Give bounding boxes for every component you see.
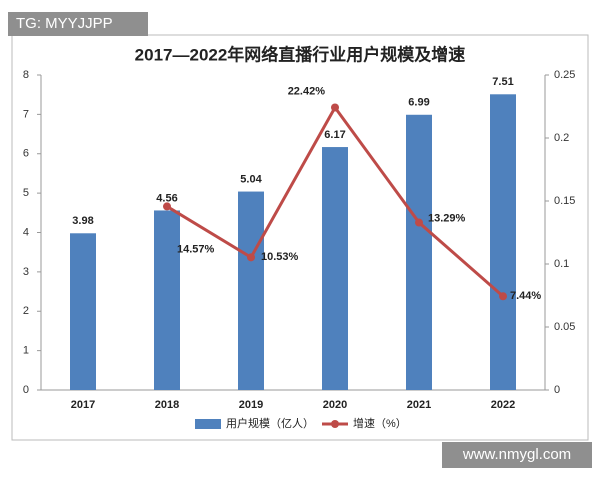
y-tick-label: 3 bbox=[23, 266, 29, 278]
legend-label: 增速（%） bbox=[353, 416, 407, 430]
x-tick-label: 2018 bbox=[155, 399, 179, 411]
x-tick-label: 2021 bbox=[407, 399, 431, 411]
line-marker bbox=[247, 253, 255, 262]
bar bbox=[238, 191, 264, 390]
y2-tick-label: 0.25 bbox=[554, 69, 575, 81]
line-value-label: 13.29% bbox=[428, 212, 466, 224]
x-tick-label: 2020 bbox=[323, 399, 347, 411]
y-tick-label: 6 bbox=[23, 148, 29, 160]
bar bbox=[154, 210, 180, 390]
line-value-label: 14.57% bbox=[177, 243, 215, 255]
line-marker bbox=[163, 202, 171, 211]
y-tick-label: 1 bbox=[23, 345, 29, 357]
watermark: TG: MYYJJPP bbox=[16, 15, 113, 32]
x-tick-label: 2019 bbox=[239, 399, 263, 411]
y2-tick-label: 0 bbox=[554, 384, 560, 396]
y-tick-label: 0 bbox=[23, 384, 29, 396]
bar-value-label: 6.17 bbox=[324, 129, 345, 141]
watermark-box bbox=[8, 12, 148, 36]
line-marker bbox=[331, 103, 339, 112]
y2-tick-label: 0.1 bbox=[554, 258, 569, 270]
line-marker bbox=[415, 218, 423, 227]
legend-swatch bbox=[195, 419, 221, 429]
bar bbox=[322, 147, 348, 390]
y2-tick-label: 0.05 bbox=[554, 321, 575, 333]
legend-label: 用户规模（亿人） bbox=[226, 416, 314, 430]
chart-title: 2017—2022年网络直播行业用户规模及增速 bbox=[135, 44, 466, 64]
bar-value-label: 6.99 bbox=[408, 97, 429, 109]
line-marker bbox=[499, 292, 507, 301]
y-tick-label: 2 bbox=[23, 305, 29, 317]
watermark: www.nmygl.com bbox=[462, 446, 571, 463]
bar bbox=[406, 114, 432, 391]
y2-tick-label: 0.2 bbox=[554, 132, 569, 144]
line-value-label: 10.53% bbox=[261, 251, 299, 263]
y-tick-label: 4 bbox=[23, 226, 29, 238]
x-tick-label: 2022 bbox=[491, 399, 515, 411]
line-value-label: 22.42% bbox=[288, 85, 326, 97]
y-tick-label: 8 bbox=[23, 69, 29, 81]
watermark-box bbox=[442, 442, 592, 468]
bar bbox=[70, 233, 96, 390]
bar-value-label: 5.04 bbox=[240, 173, 262, 185]
y-tick-label: 5 bbox=[23, 187, 29, 199]
legend-swatch bbox=[331, 420, 339, 428]
line-value-label: 7.44% bbox=[510, 290, 541, 302]
bar-value-label: 3.98 bbox=[72, 215, 93, 227]
bar bbox=[490, 94, 516, 390]
bar-value-label: 4.56 bbox=[156, 192, 177, 204]
x-tick-label: 2017 bbox=[71, 399, 95, 411]
y-tick-label: 7 bbox=[23, 108, 29, 120]
bar-value-label: 7.51 bbox=[492, 76, 513, 88]
y2-tick-label: 0.15 bbox=[554, 195, 575, 207]
